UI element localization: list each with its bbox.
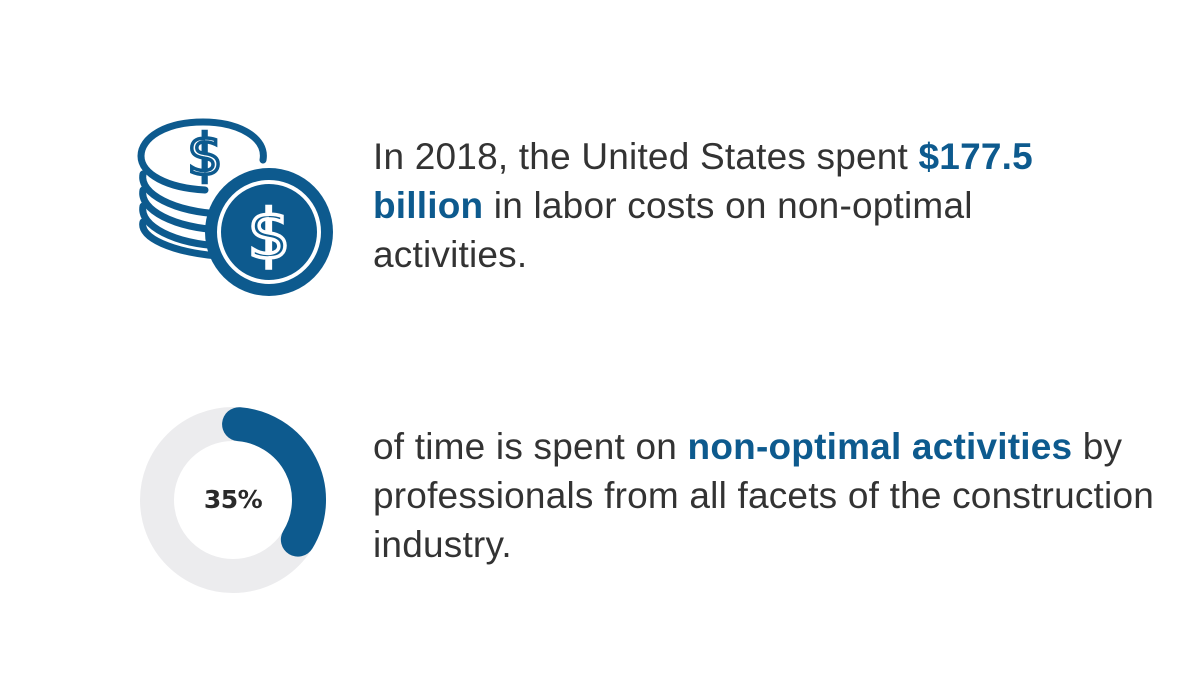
stat-text-before: In 2018, the United States spent	[373, 136, 919, 177]
stat-highlight-amount: $177.5 billion	[373, 136, 1033, 226]
svg-text:$: $	[187, 123, 223, 188]
stat-text-time-spent: of time is spent on non-optimal activiti…	[373, 422, 1163, 569]
donut-progress: 35%	[138, 405, 328, 595]
stat-text-before: of time is spent on	[373, 426, 688, 467]
svg-text:$: $	[247, 196, 290, 275]
stat-text-labor-costs: In 2018, the United States spent $177.5 …	[373, 132, 1093, 279]
stat-row-labor-costs: $ $ In 2018, the United States spent $17…	[0, 0, 1200, 330]
stat-row-time-spent: 35% of time is spent on non-optimal acti…	[0, 330, 1200, 700]
coins-dollar-icon: $ $	[135, 110, 335, 300]
donut-percent-label: 35%	[203, 485, 263, 514]
stat-highlight-activities: non-optimal activities	[687, 426, 1073, 467]
stat-text-after: in labor costs on non-optimal activities…	[373, 185, 973, 275]
stat-text-after: by professionals from all facets of the …	[373, 426, 1155, 565]
donut-arc	[222, 407, 326, 557]
